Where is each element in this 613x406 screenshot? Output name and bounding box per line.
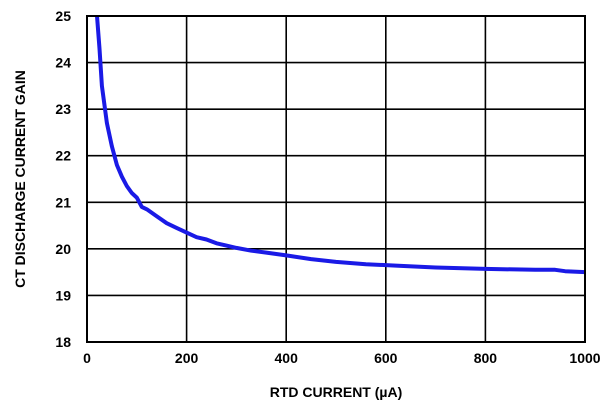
y-tick-label: 19 [55, 287, 71, 303]
y-tick-label: 23 [55, 101, 71, 117]
x-tick-label: 800 [474, 350, 498, 366]
y-tick-label: 18 [55, 334, 71, 350]
x-tick-label: 600 [374, 350, 398, 366]
series-layer [95, 15, 586, 275]
y-tick-labels: 18 19 20 21 22 23 24 25 [55, 8, 71, 350]
y-tick-label: 21 [55, 194, 71, 210]
x-tick-label: 400 [275, 350, 299, 366]
x-tick-label: 0 [83, 350, 91, 366]
plot-frame [86, 15, 586, 343]
y-axis-title: CT DISCHARGE CURRENT GAIN [12, 70, 28, 288]
series-line-1 [95, 15, 586, 275]
grid [87, 16, 585, 342]
x-tick-label: 200 [175, 350, 199, 366]
x-axis-title: RTD CURRENT (µA) [270, 384, 403, 400]
x-tick-label: 1000 [569, 350, 600, 366]
x-tick-labels: 0 200 400 600 800 1000 [83, 350, 601, 366]
y-tick-label: 24 [55, 55, 71, 71]
y-tick-label: 22 [55, 148, 71, 164]
y-tick-label: 20 [55, 241, 71, 257]
y-tick-label: 25 [55, 8, 71, 24]
